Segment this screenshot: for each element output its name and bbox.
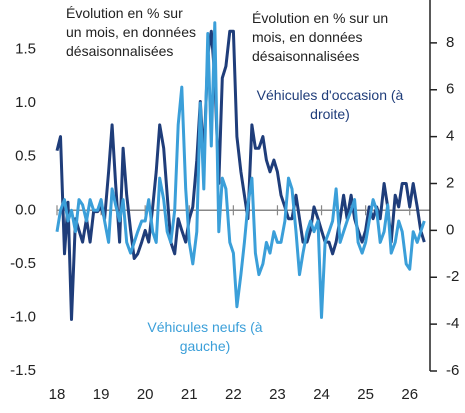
- y2-tick-label: 8: [446, 34, 454, 51]
- y2-tick-label: 10: [446, 0, 463, 4]
- x-tick-label: 25: [357, 386, 374, 403]
- x-tick-label: 22: [225, 386, 242, 403]
- y-tick-label: -1.0: [10, 308, 36, 325]
- annotation: Évolution en % sur un mois, en données d…: [252, 10, 389, 64]
- y-tick-label: 0.0: [15, 201, 36, 218]
- annotation: Évolution en % sur un mois, en données d…: [66, 5, 196, 59]
- x-tick-label: 18: [49, 386, 66, 403]
- series-line: [55, 29, 426, 321]
- y2-tick-label: 4: [446, 128, 454, 145]
- x-tick-label: 19: [93, 386, 110, 403]
- x-tick-label: 24: [313, 386, 330, 403]
- series-label: Véhicules neufs (à gauche): [147, 319, 263, 354]
- y-tick-label: 0.5: [15, 148, 36, 165]
- x-tick-label: 21: [181, 386, 198, 403]
- y-tick-label: 2.0: [15, 0, 36, 4]
- y2-tick-label: 6: [446, 81, 454, 98]
- y2-tick-label: 0: [446, 221, 454, 238]
- series-line: [55, 21, 426, 319]
- y-tick-label: -1.5: [10, 362, 36, 379]
- x-tick-label: 26: [401, 386, 418, 403]
- x-tick-label: 20: [137, 386, 154, 403]
- y2-tick-label: -4: [446, 315, 459, 332]
- series-label: Véhicules d'occasion (à droite): [256, 87, 404, 122]
- y2-tick-label: -6: [446, 362, 459, 379]
- x-tick-label: 23: [269, 386, 286, 403]
- y2-tick-label: -2: [446, 268, 459, 285]
- y-tick-label: -0.5: [10, 255, 36, 272]
- y2-tick-label: 2: [446, 174, 454, 191]
- y-tick-label: 1.0: [15, 94, 36, 111]
- y-tick-label: 1.5: [15, 41, 36, 58]
